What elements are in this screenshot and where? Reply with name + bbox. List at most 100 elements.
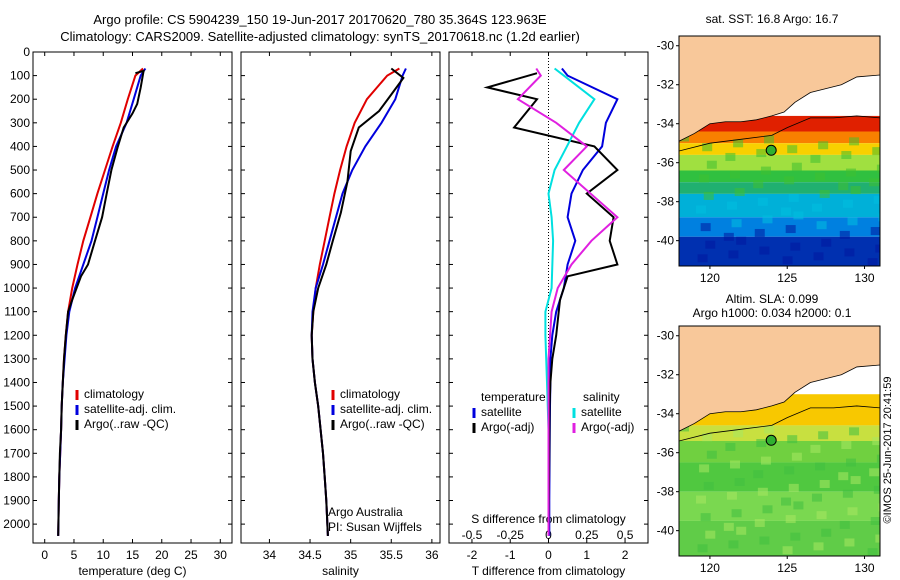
map-texture xyxy=(706,160,717,169)
y-tick-label: 1400 xyxy=(3,375,30,389)
map-texture xyxy=(876,454,880,463)
y-tick-label: 1600 xyxy=(3,423,30,437)
map-texture xyxy=(847,507,858,516)
x-tick-label: 36 xyxy=(425,548,439,562)
map-texture xyxy=(757,197,768,206)
map-texture xyxy=(872,147,880,156)
x-axis-label: salinity xyxy=(322,564,359,578)
map-texture xyxy=(788,193,799,202)
map-texture xyxy=(762,215,773,224)
map-color-band xyxy=(679,193,880,218)
map-texture xyxy=(764,135,775,144)
land-mass xyxy=(679,36,880,142)
y-tick-label: -38 xyxy=(657,195,675,209)
y-tick-label: 800 xyxy=(10,234,30,248)
map-texture xyxy=(756,149,767,158)
map-texture xyxy=(754,228,765,237)
legend-label: Argo(..raw -QC) xyxy=(340,417,425,431)
map-texture xyxy=(760,456,771,465)
y-tick-label: -40 xyxy=(657,234,675,248)
x-tick-label: 30 xyxy=(214,548,228,562)
map-texture xyxy=(869,178,880,187)
map-texture xyxy=(878,213,880,222)
map-texture xyxy=(869,468,880,477)
map-texture xyxy=(815,462,826,471)
x-tick-label: 34.5 xyxy=(298,548,322,562)
y-tick-label: 600 xyxy=(10,187,30,201)
map-texture xyxy=(844,248,855,257)
x-axis-label: temperature (deg C) xyxy=(78,564,186,578)
legend-label: satellite-adj. clim. xyxy=(340,402,432,416)
chart-subtitle: Climatology: CARS2009. Satellite-adjuste… xyxy=(60,29,580,44)
map-title: Altim. SLA: 0.099 xyxy=(726,292,819,306)
y-tick-label: 1500 xyxy=(3,399,30,413)
series-line xyxy=(57,69,145,536)
map-color-band xyxy=(679,170,880,183)
map-texture xyxy=(872,437,880,446)
map-texture xyxy=(734,188,745,197)
salinity-tick-label: -0.5 xyxy=(462,528,483,542)
map-texture xyxy=(818,431,829,440)
map-texture xyxy=(842,489,853,498)
sst-map-panel: -30 -32 -34 -36 -38 -40 120 125 130 xyxy=(657,35,881,285)
y-tick-label: -34 xyxy=(657,407,675,421)
map-texture xyxy=(760,166,771,175)
map-texture xyxy=(726,491,737,500)
map-texture xyxy=(706,450,717,459)
legend-label: satellite-adj. clim. xyxy=(84,402,176,416)
map-texture xyxy=(875,534,880,543)
depth-contour xyxy=(679,115,880,152)
legend-label: Argo(-adj) xyxy=(581,420,634,434)
map-texture xyxy=(733,429,744,438)
map-texture xyxy=(876,164,880,173)
y-tick-label: -36 xyxy=(657,156,675,170)
map-texture xyxy=(787,435,798,444)
legend-label: satellite xyxy=(481,405,522,419)
y-tick-label: -40 xyxy=(657,524,675,538)
map-texture xyxy=(700,223,711,232)
map-subtitle: Argo h1000: 0.034 h2000: 0.1 xyxy=(693,306,852,320)
map-texture xyxy=(849,427,860,436)
map-texture xyxy=(697,254,708,263)
map-texture xyxy=(787,145,798,154)
series-line xyxy=(310,67,405,536)
map-texture xyxy=(764,425,775,434)
map-texture xyxy=(873,195,880,204)
x-tick-label: 20 xyxy=(155,548,169,562)
map-texture xyxy=(736,526,747,535)
map-texture xyxy=(782,256,793,265)
map-texture xyxy=(699,174,710,183)
x-tick-label: 120 xyxy=(700,561,720,575)
map-frame xyxy=(678,325,881,557)
map-texture xyxy=(703,191,714,200)
x-tick-label: -2 xyxy=(467,548,478,562)
x-tick-label: -1 xyxy=(505,548,516,562)
salinity-tick-label: -0.25 xyxy=(497,528,525,542)
map-color-band xyxy=(679,182,880,194)
x-tick-label: 2 xyxy=(622,548,629,562)
map-texture xyxy=(725,442,736,451)
sla-map-panel: -30 -32 -34 -36 -38 -40 120 125 130 xyxy=(657,325,881,575)
x-tick-label: 25 xyxy=(184,548,198,562)
annotation-text: Argo Australia xyxy=(328,505,403,519)
map-texture xyxy=(810,444,821,453)
x-tick-label: 120 xyxy=(700,271,720,285)
map-texture xyxy=(723,522,734,531)
map-texture xyxy=(850,186,861,195)
legend-label: climatology xyxy=(340,387,400,401)
series-line xyxy=(483,72,619,536)
y-tick-label: 1800 xyxy=(3,470,30,484)
map-texture xyxy=(784,466,795,475)
map-texture xyxy=(791,162,802,171)
y-tick-label: 200 xyxy=(10,92,30,106)
map-color-band xyxy=(679,217,880,237)
map-texture xyxy=(870,227,880,236)
y-tick-label: 1900 xyxy=(3,494,30,508)
map-area xyxy=(679,36,880,266)
coastline xyxy=(679,74,880,142)
legend-title: temperature xyxy=(481,390,546,404)
map-texture xyxy=(696,205,707,214)
map-color-band xyxy=(679,131,880,144)
map-texture xyxy=(821,528,832,537)
map-texture xyxy=(754,518,765,527)
